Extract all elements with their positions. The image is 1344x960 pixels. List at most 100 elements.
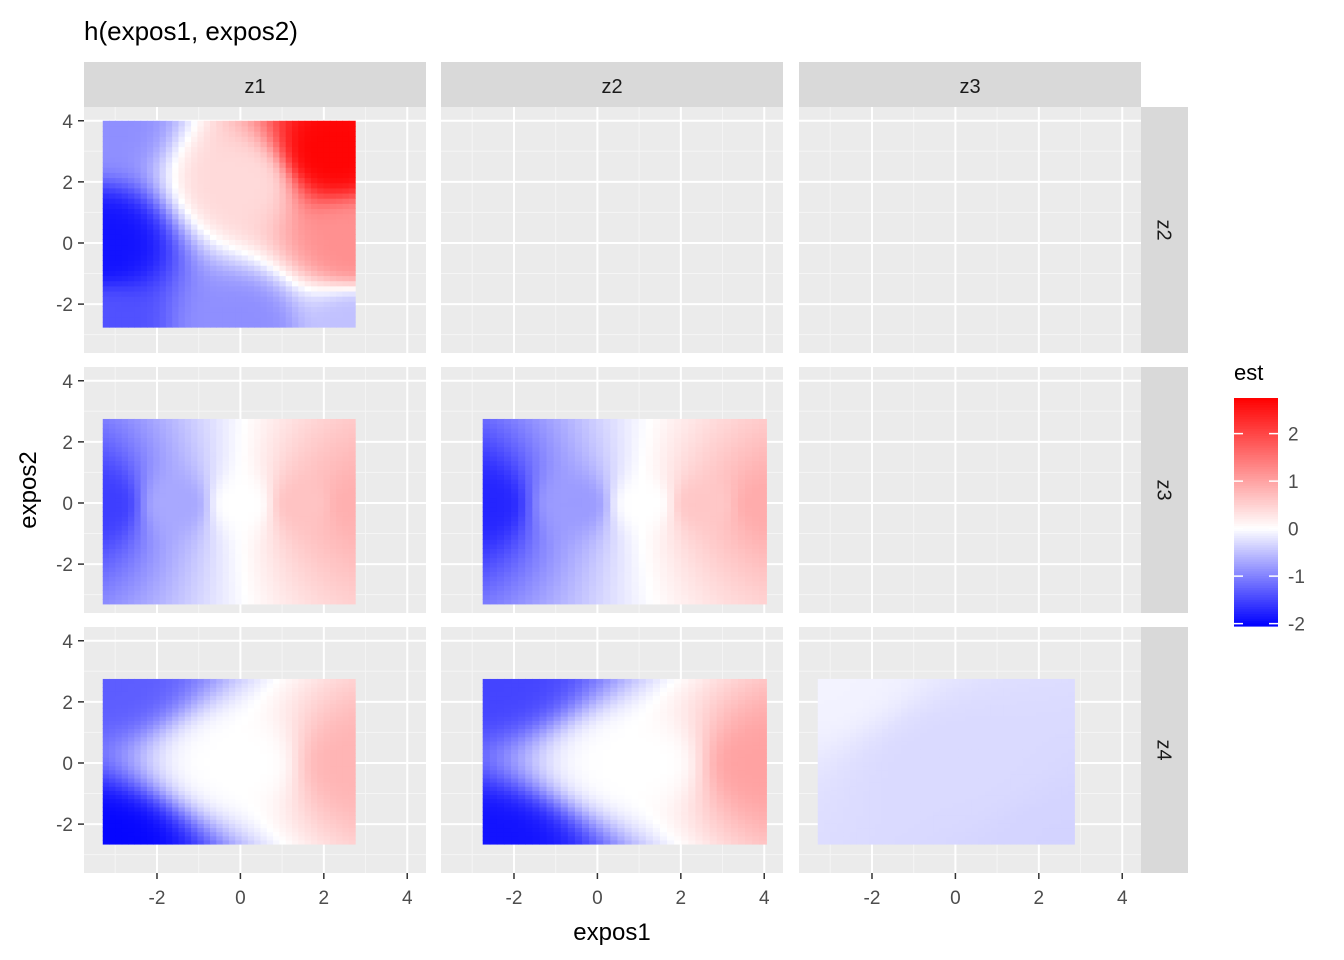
heat-tile [172,229,180,235]
heat-tile [342,265,350,271]
heat-tile [624,529,633,536]
heat-tile [702,594,711,600]
heat-tile [178,254,186,261]
heat-tile [610,428,619,434]
heat-tile [146,432,154,439]
heat-tile [503,539,512,545]
heat-tile [617,483,626,489]
heat-tile [336,516,344,522]
heat-tile [304,125,312,132]
heat-tile [310,492,318,499]
heat-tile [342,492,350,499]
heat-tile [681,525,689,531]
heat-tile [336,290,344,297]
heat-tile [197,474,205,480]
heat-tile [285,192,293,199]
heat-tile [266,131,274,137]
heat-tile [203,125,211,132]
heat-tile [260,167,268,173]
heat-tile [241,506,249,512]
heat-tile [159,254,167,261]
heat-tile [304,469,312,476]
heat-tile [730,460,739,466]
heat-tile [159,599,167,605]
heat-tile [348,479,356,485]
heat-tile [241,172,249,179]
heat-tile [638,418,647,425]
heat-tile [574,576,583,582]
heat-tile [292,483,299,489]
heat-tile [115,566,123,573]
heat-tile [518,418,526,425]
heat-tile [140,280,148,287]
heat-tile [709,483,718,489]
heat-tile [216,125,224,132]
heat-tile [273,576,280,582]
heat-tile [128,208,135,215]
heat-tile [285,589,293,596]
heat-tile [638,428,647,434]
heat-tile [624,418,633,425]
heat-tile [723,576,732,582]
heat-tile [109,218,116,225]
heat-tile [298,229,306,235]
heat-tile [489,562,498,568]
heat-tile [228,451,236,457]
heat-tile [539,557,548,563]
heat-tile [511,516,519,522]
heat-tile [617,465,626,471]
heat-tile [310,520,318,526]
heat-tile [247,234,255,240]
heat-tile [304,479,312,485]
heat-tile [134,208,142,215]
heat-tile [709,428,718,434]
heat-tile [235,557,243,563]
heat-tile [235,594,243,600]
heat-tile [203,244,211,251]
heat-tile [304,162,312,168]
heat-tile [153,321,161,328]
heat-tile [216,131,224,137]
heat-tile [310,229,318,235]
heat-tile [317,172,325,179]
heat-tile [159,474,167,480]
heat-tile [560,428,569,434]
heat-tile [688,571,697,577]
heat-tile [235,516,243,522]
heat-tile [146,265,154,271]
heat-tile [617,492,626,499]
heat-tile [482,576,491,582]
heat-tile [222,479,230,485]
heat-tile [723,469,732,476]
heat-tile [674,465,682,471]
heat-tile [574,529,583,536]
heat-tile [681,497,689,503]
heat-tile [184,483,192,489]
heat-tile [121,208,129,215]
heat-tile [165,455,173,462]
heat-tile [342,275,350,282]
heat-tile [631,580,640,586]
heat-tile [109,571,116,577]
heat-tile [532,492,541,499]
heat-tile [115,460,123,466]
heat-tile [191,265,198,271]
heat-tile [631,488,640,494]
heat-tile [336,529,344,536]
heat-tile [745,455,753,462]
heat-tile [102,316,110,323]
heat-tile [102,711,110,717]
heat-tile [210,479,217,485]
heat-tile [273,290,280,297]
heat-tile [336,296,344,302]
heat-tile [203,146,211,153]
heat-tile [241,120,249,127]
heat-tile [342,218,350,225]
heat-tile [329,203,337,210]
heat-tile [172,162,180,168]
heat-tile [292,306,299,313]
heat-tile [228,151,236,158]
heat-tile [273,223,280,230]
heat-tile [153,296,161,302]
heat-tile [260,141,268,148]
